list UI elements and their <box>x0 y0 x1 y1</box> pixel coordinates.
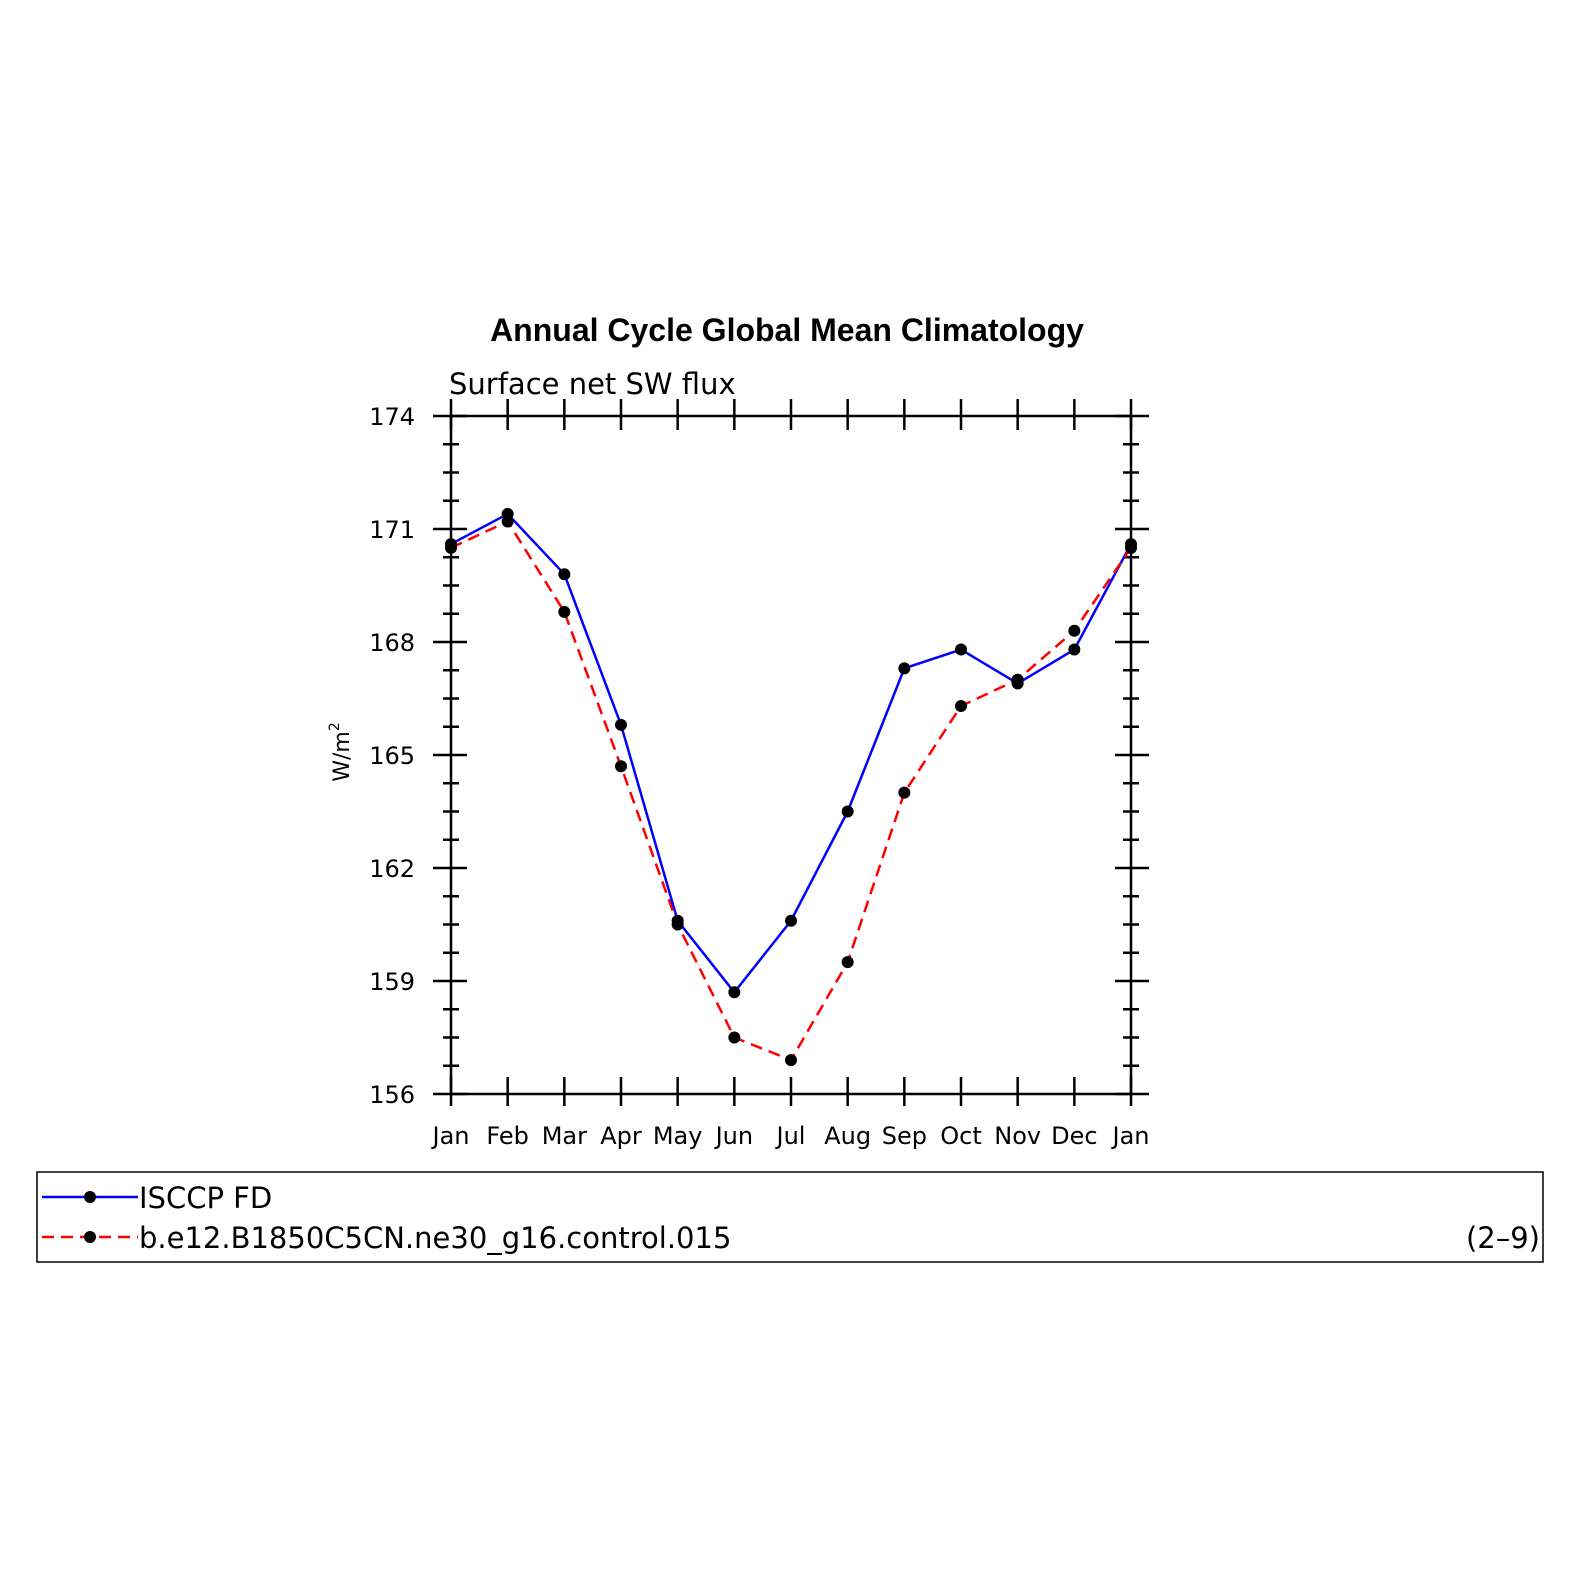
x-tick-label: May <box>653 1122 703 1150</box>
series-line-1 <box>450 520 1133 1062</box>
legend-note: (2–9) <box>1466 1221 1540 1255</box>
y-tick-label: 156 <box>369 1081 415 1109</box>
data-point-1 <box>558 605 571 618</box>
x-tick-label: Jul <box>775 1122 806 1150</box>
data-point-1 <box>841 956 854 969</box>
y-tick-label: 171 <box>369 516 415 544</box>
data-point-0 <box>728 986 741 999</box>
x-tick-label: Mar <box>542 1122 587 1150</box>
x-tick-label: Nov <box>994 1122 1041 1150</box>
y-tick-label: 165 <box>369 742 415 770</box>
y-axis-label: W/m2 <box>327 722 355 782</box>
legend: ISCCP FD b.e12.B1850C5CN.ne30_g16.contro… <box>36 1171 1544 1263</box>
data-point-1 <box>445 541 457 554</box>
tick-labels: Jan Feb Mar Apr May Jun Jul Aug Sep Oct Nov Dec Jan 1… <box>369 403 1149 1150</box>
y-axis-label-text: W/m <box>330 731 355 782</box>
x-tick-label: Aug <box>824 1122 871 1150</box>
y-tick-label: 174 <box>369 403 415 431</box>
plot-frame <box>449 414 1133 1096</box>
data-point-1 <box>615 760 627 773</box>
y-axis-label-superscript: 2 <box>327 722 343 731</box>
chart-subtitle: Surface net SW flux <box>449 367 736 401</box>
legend-marker-model <box>84 1231 96 1243</box>
data-point-0 <box>1068 643 1081 656</box>
x-tick-label: Jun <box>714 1122 754 1150</box>
axes <box>433 399 1149 1106</box>
x-tick-label: Sep <box>882 1122 927 1150</box>
data-point-1 <box>955 700 967 713</box>
svg-text:W/m2: W/m2 <box>327 722 355 782</box>
data-point-0 <box>955 643 967 656</box>
legend-marker-isccp <box>84 1191 96 1203</box>
data-point-1 <box>1011 673 1024 686</box>
series-layer <box>445 507 1137 1067</box>
y-tick-label: 168 <box>369 629 415 657</box>
data-point-0 <box>558 568 571 581</box>
legend-box <box>36 1171 1544 1263</box>
data-point-0 <box>898 662 911 675</box>
data-point-0 <box>841 805 854 818</box>
data-point-0 <box>785 914 797 927</box>
data-point-1 <box>1125 541 1137 554</box>
data-point-1 <box>671 918 684 931</box>
y-tick-label: 159 <box>369 968 415 996</box>
chart-title: Annual Cycle Global Mean Climatology <box>490 312 1084 348</box>
y-tick-label: 162 <box>369 855 415 883</box>
data-point-0 <box>615 718 627 731</box>
data-point-1 <box>898 786 911 799</box>
x-tick-label: Jan <box>431 1122 470 1150</box>
legend-label-isccp: ISCCP FD <box>139 1181 272 1215</box>
data-point-1 <box>1068 624 1081 637</box>
legend-label-model: b.e12.B1850C5CN.ne30_g16.control.015 <box>139 1221 731 1255</box>
x-tick-label: Feb <box>486 1122 529 1150</box>
data-point-1 <box>501 515 514 528</box>
x-tick-label: Oct <box>940 1122 982 1150</box>
data-point-1 <box>728 1031 741 1044</box>
x-tick-label: Jan <box>1111 1122 1150 1150</box>
x-tick-label: Apr <box>600 1122 642 1150</box>
data-point-1 <box>785 1054 797 1067</box>
x-tick-label: Dec <box>1051 1122 1097 1150</box>
